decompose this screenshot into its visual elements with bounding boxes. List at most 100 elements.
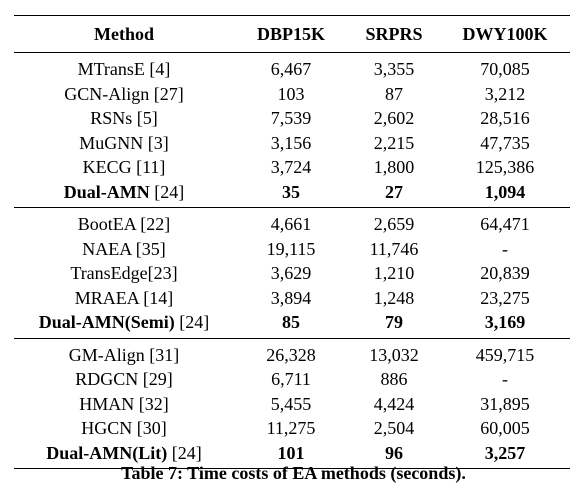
method-reference: [23]: [147, 263, 178, 283]
value-srprs: 2,504: [373, 418, 415, 438]
method-cell: RSNs [5]: [14, 106, 234, 131]
table-row: Dual-AMN [24] 35 27 1,094: [14, 179, 570, 208]
value-dwy100k: 125,386: [475, 157, 535, 177]
method-cell: GCN-Align [27]: [14, 82, 234, 107]
value-dbp15k: 7,539: [270, 108, 312, 128]
method-name: MRAEA: [74, 287, 139, 308]
method-reference: [29]: [138, 369, 173, 389]
value-srprs: 79: [348, 310, 440, 339]
value-dwy100k: 23,275: [480, 287, 530, 308]
value-dwy100k: 20,839: [480, 263, 530, 283]
method-name: GCN-Align: [64, 83, 150, 104]
table-row: MRAEA [14] 3,894 1,248 23,275: [14, 286, 570, 311]
value-dwy100k: 3,257: [440, 440, 570, 469]
value-dwy100k: 3,169: [440, 310, 570, 339]
method-cell: BootEA [22]: [14, 208, 234, 237]
table-row: KECG [11] 3,724 1,800 125,386: [14, 155, 570, 180]
value-dbp15k: 85: [234, 310, 348, 339]
value-dbp15k: 3,724: [270, 157, 312, 177]
method-cell: HGCN [30]: [14, 416, 234, 441]
method-name: KECG: [82, 157, 132, 177]
value-dbp15k: 6,467: [270, 59, 312, 79]
header-dwy100k: DWY100K: [440, 15, 570, 53]
value-srprs: 3,355: [373, 59, 415, 79]
value-dbp15k: 101: [234, 440, 348, 469]
value-srprs: 1,210: [373, 263, 415, 283]
value-dbp15k: 3,894: [270, 287, 312, 308]
method-cell: Dual-AMN [24]: [14, 179, 234, 208]
method-name: GM-Align: [68, 344, 145, 365]
method-reference: [14]: [138, 287, 174, 308]
method-cell: MRAEA [14]: [14, 286, 234, 311]
method-name: MuGNN: [79, 132, 144, 153]
value-srprs: 1,248: [373, 287, 415, 308]
method-reference: [35]: [131, 238, 166, 259]
table-body: MTransE [4] 6,467 3,355 70,085 GCN-Align [27…: [14, 53, 570, 469]
value-srprs: 2,659: [373, 214, 415, 234]
value-srprs: 96: [348, 440, 440, 469]
method-reference: [30]: [132, 418, 167, 438]
method-reference: [27]: [149, 83, 184, 104]
table-row: NAEA [35] 19,115 11,746 -: [14, 237, 570, 262]
table-row: HMAN [32] 5,455 4,424 31,895: [14, 392, 570, 417]
header-row: Method DBP15K SRPRS DWY100K: [14, 15, 570, 53]
table-row: Dual-AMN(Semi) [24] 85 79 3,169: [14, 310, 570, 339]
method-reference: [4]: [144, 59, 171, 79]
method-cell: KECG [11]: [14, 155, 234, 180]
value-srprs: 11,746: [369, 238, 419, 259]
value-dwy100k: 64,471: [480, 214, 530, 234]
method-name: HMAN: [79, 393, 135, 414]
method-name: TransEdge: [70, 263, 148, 283]
value-dbp15k: 19,115: [266, 238, 316, 259]
method-cell: Dual-AMN(Semi) [24]: [14, 310, 234, 339]
method-cell: GM-Align [31]: [14, 338, 234, 367]
method-cell: TransEdge[23]: [14, 261, 234, 286]
value-srprs: 1,800: [373, 157, 415, 177]
value-dwy100k: 31,895: [480, 393, 530, 414]
method-reference: [3]: [143, 132, 169, 153]
method-reference: [24]: [174, 312, 210, 332]
value-dbp15k: 5,455: [270, 393, 312, 414]
value-dwy100k: 1,094: [440, 179, 570, 208]
method-name: HGCN: [81, 418, 133, 438]
method-reference: [11]: [131, 157, 166, 177]
method-reference: [22]: [135, 214, 171, 234]
method-cell: NAEA [35]: [14, 237, 234, 262]
method-cell: MTransE [4]: [14, 53, 234, 82]
value-dwy100k: -: [502, 238, 508, 259]
table-row: HGCN [30] 11,275 2,504 60,005: [14, 416, 570, 441]
value-dbp15k: 26,328: [266, 344, 316, 365]
value-dwy100k: 459,715: [475, 344, 535, 365]
table-caption: Table 7: Time costs of EA methods (secon…: [121, 463, 466, 483]
time-cost-table: Method DBP15K SRPRS DWY100K MTransE [4] 6…: [14, 15, 570, 469]
method-name: RSNs: [90, 108, 133, 128]
table-row: RDGCN [29] 6,711 886 -: [14, 367, 570, 392]
value-dbp15k: 3,629: [270, 263, 312, 283]
method-cell: HMAN [32]: [14, 392, 234, 417]
value-dwy100k: 3,212: [484, 83, 526, 104]
value-dwy100k: -: [502, 369, 508, 389]
value-srprs: 27: [348, 179, 440, 208]
value-dbp15k: 4,661: [270, 214, 312, 234]
header-srprs: SRPRS: [348, 15, 440, 53]
method-cell: MuGNN [3]: [14, 131, 234, 156]
table-row: GM-Align [31] 26,328 13,032 459,715: [14, 338, 570, 367]
value-dbp15k: 103: [277, 83, 305, 104]
method-name: Dual-AMN(Semi): [38, 312, 175, 332]
value-srprs: 13,032: [369, 344, 419, 365]
method-reference: [31]: [144, 344, 180, 365]
value-dbp15k: 35: [234, 179, 348, 208]
method-name: Dual-AMN(Lit): [46, 442, 168, 463]
method-name: MTransE: [77, 59, 145, 79]
method-name: NAEA: [82, 238, 132, 259]
method-reference: [5]: [132, 108, 158, 128]
table-row: Dual-AMN(Lit) [24] 101 96 3,257: [14, 440, 570, 469]
value-dwy100k: 60,005: [480, 418, 530, 438]
method-name: RDGCN: [75, 369, 139, 389]
value-dwy100k: 47,735: [480, 132, 530, 153]
header-dbp15k: DBP15K: [234, 15, 348, 53]
table-row: GCN-Align [27] 103 87 3,212: [14, 82, 570, 107]
method-cell: Dual-AMN(Lit) [24]: [14, 440, 234, 469]
method-name: Dual-AMN: [63, 181, 150, 202]
value-srprs: 4,424: [373, 393, 415, 414]
